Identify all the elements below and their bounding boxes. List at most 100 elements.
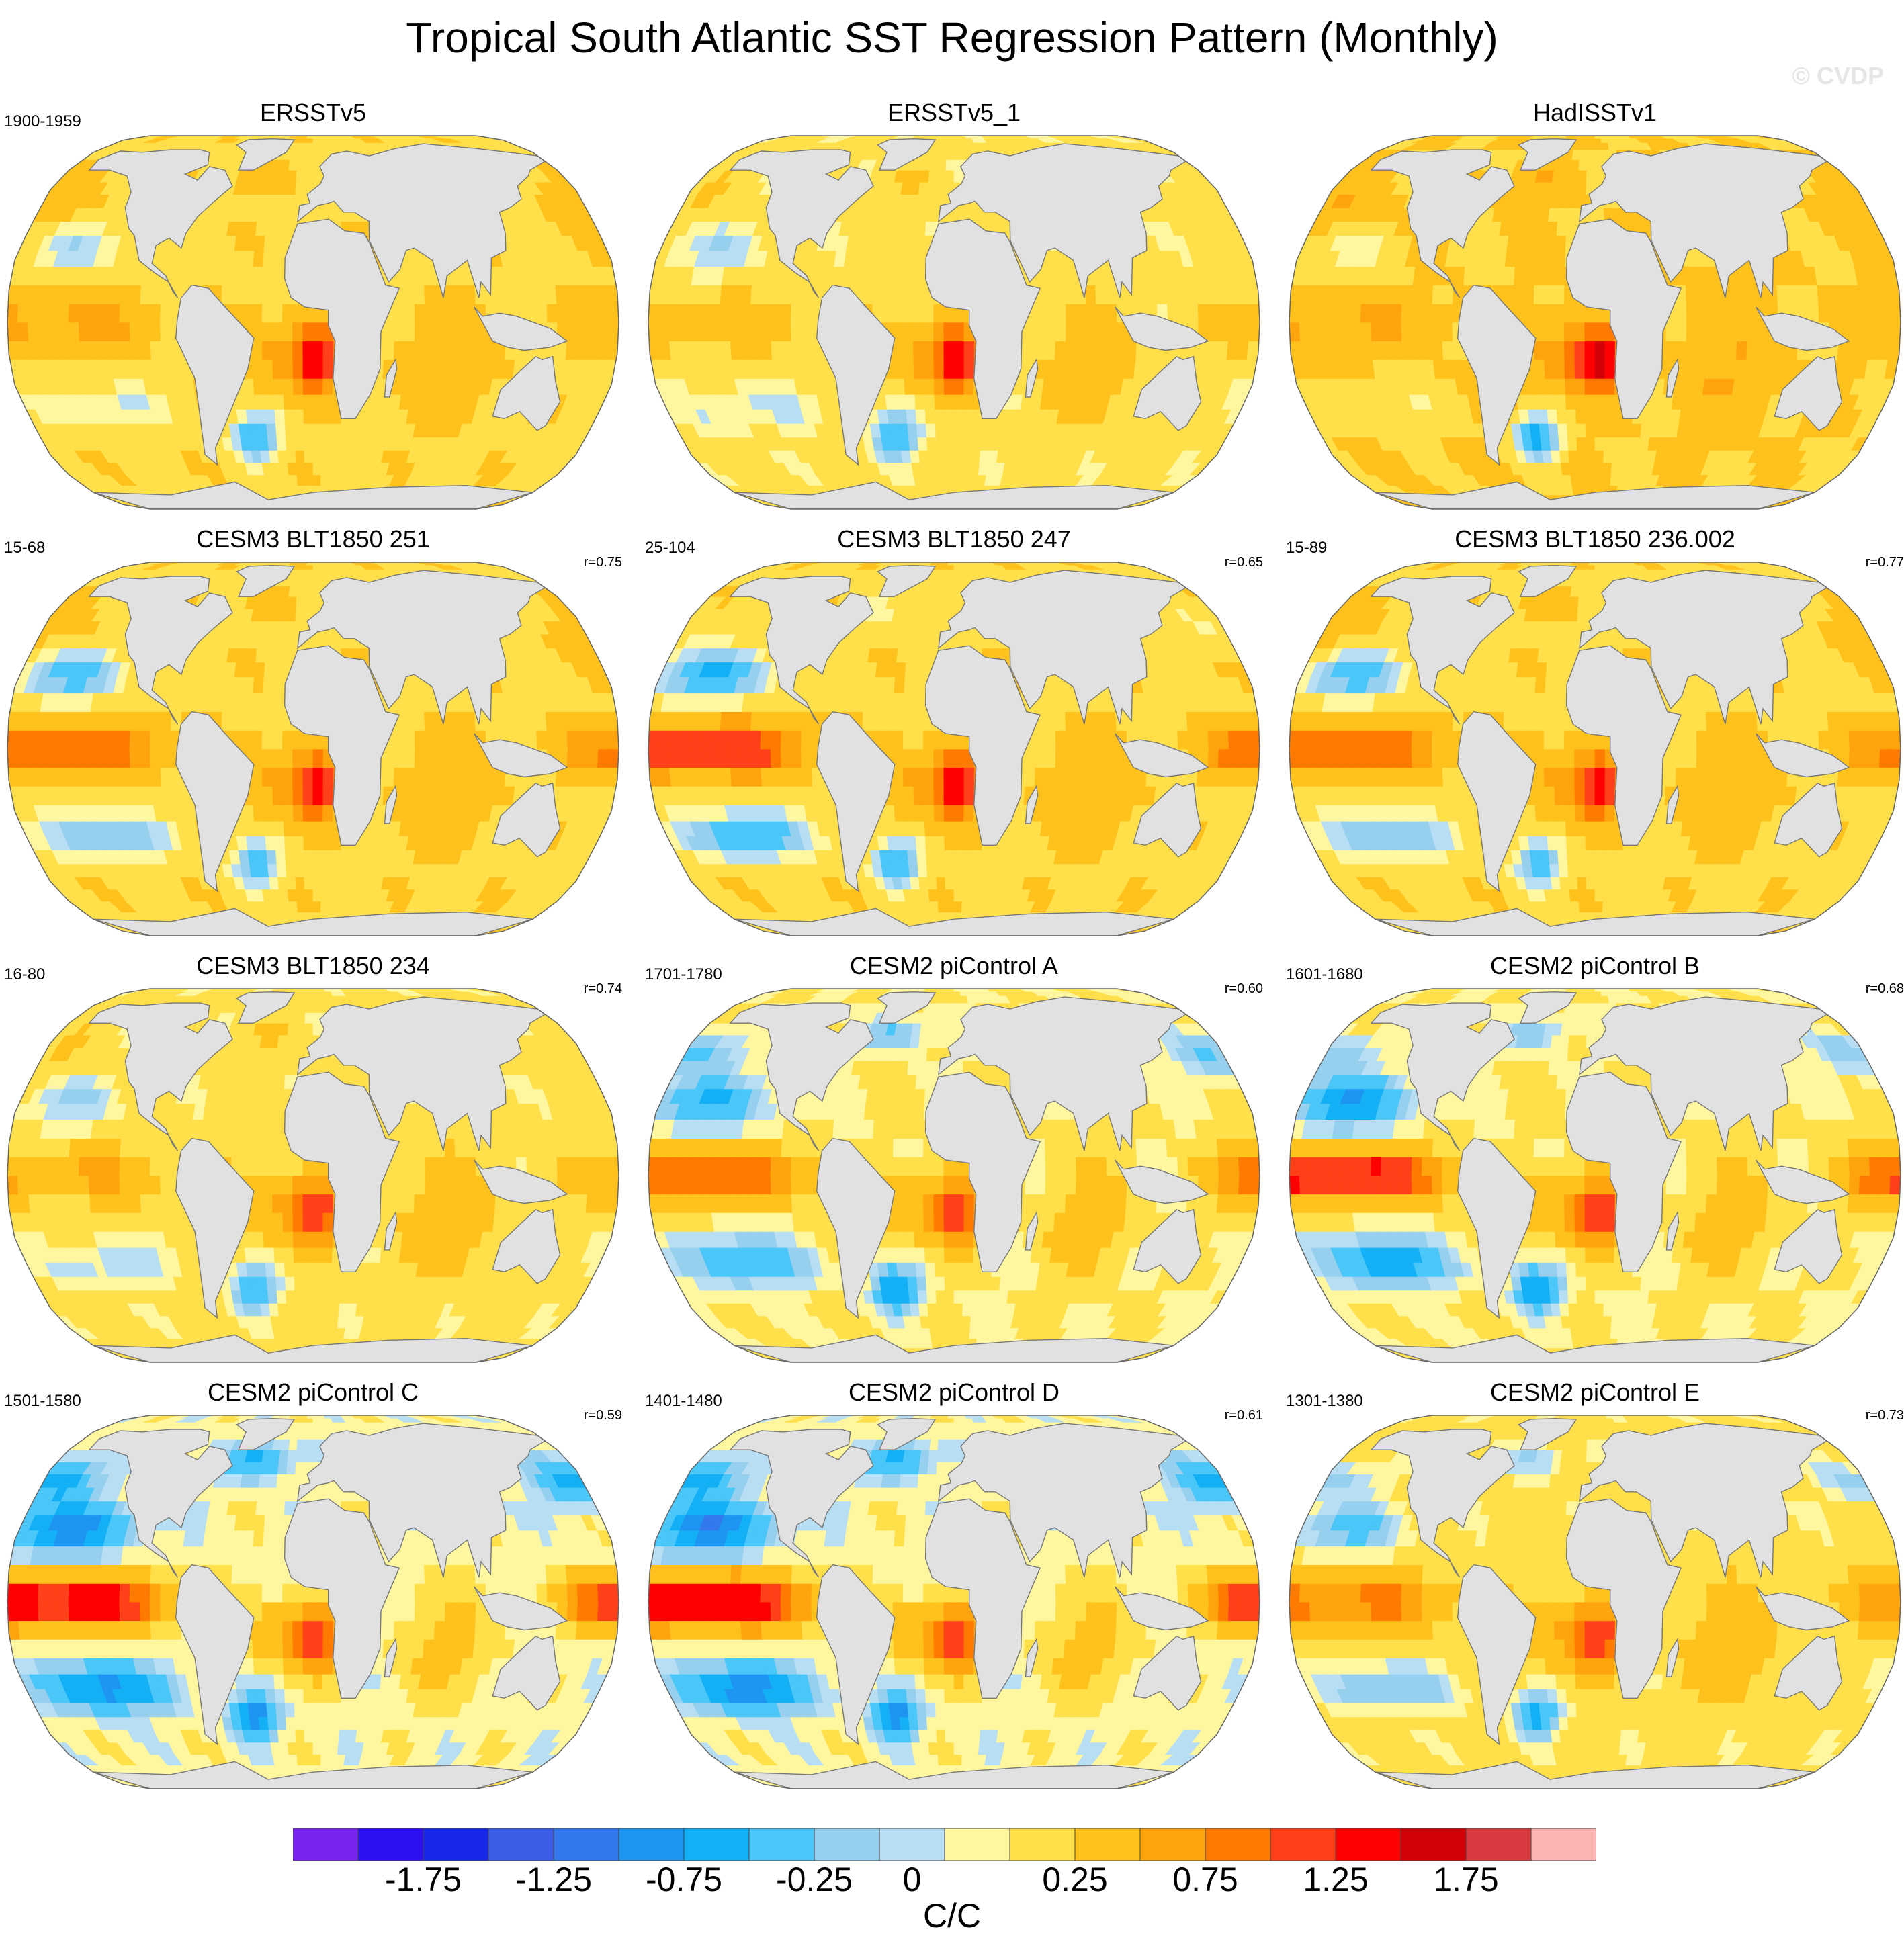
- grid-cell: [1035, 303, 1046, 323]
- indonesia-shape: [1114, 306, 1209, 351]
- grid-cell: [275, 207, 286, 222]
- grid-cell: [361, 136, 373, 139]
- grid-cell: [1837, 285, 1850, 304]
- grid-cell: [273, 235, 285, 251]
- grid-cell: [388, 136, 403, 139]
- grid-cell: [110, 285, 122, 304]
- grid-cell: [760, 303, 772, 323]
- grid-cell: [585, 341, 598, 360]
- grid-cell: [1227, 322, 1240, 342]
- grid-cell: [1289, 341, 1303, 360]
- grid-cell: [947, 136, 955, 139]
- map-outline: [7, 135, 619, 510]
- grid-cell: [961, 149, 970, 160]
- grid-cell: [605, 285, 619, 304]
- grid-cell: [1024, 136, 1038, 139]
- grid-cell: [689, 303, 701, 323]
- grid-cell: [1095, 285, 1107, 304]
- grid-cell: [846, 136, 862, 139]
- grid-cell: [303, 408, 314, 424]
- grid-cell: [1166, 285, 1178, 304]
- grid-cell: [1442, 303, 1453, 323]
- grid-cell: [295, 450, 305, 463]
- grid-cell: [1226, 285, 1239, 304]
- grid-cell: [1073, 136, 1092, 139]
- grid-cell: [1797, 285, 1809, 304]
- grid-cell: [1676, 303, 1687, 323]
- grid-cell: [918, 450, 929, 463]
- grid-cell: [331, 207, 342, 222]
- grid-cell: [1543, 303, 1555, 323]
- grid-cell: [88, 303, 100, 323]
- grid-cell: [1064, 285, 1076, 304]
- grid-cell: [1868, 322, 1881, 342]
- grid-cell: [505, 285, 517, 304]
- grid-cell: [605, 341, 619, 360]
- grid-cell: [282, 303, 294, 323]
- grid-cell: [304, 474, 314, 486]
- grid-cell: [909, 181, 920, 195]
- grid-cell: [287, 169, 298, 183]
- grid-cell: [525, 285, 537, 304]
- grid-cell: [1299, 322, 1311, 342]
- grid-cell: [283, 394, 294, 410]
- madagascar-shape: [1025, 358, 1039, 398]
- grid-cell: [1540, 437, 1551, 451]
- grid-cell: [926, 437, 937, 451]
- grid-cell: [1620, 450, 1631, 463]
- grid-cell: [699, 285, 712, 304]
- grid-cell: [1558, 437, 1569, 451]
- grid-cell: [243, 378, 255, 395]
- grid-cell: [1577, 462, 1588, 476]
- grid-cell: [719, 303, 731, 323]
- grid-cell: [367, 136, 379, 139]
- grid-cell: [294, 408, 304, 424]
- grid-cell: [1612, 423, 1624, 438]
- grid-cell: [305, 142, 314, 150]
- grid-cell: [953, 136, 961, 139]
- grid-cell: [1248, 303, 1260, 323]
- grid-cell: [1555, 235, 1567, 251]
- grid-cell: [1640, 423, 1651, 438]
- grid-cell: [282, 341, 294, 360]
- grid-cell: [432, 136, 451, 139]
- grid-cell: [262, 266, 274, 285]
- grid-cell: [229, 136, 243, 139]
- grid-cell: [1547, 408, 1558, 424]
- grid-cell: [150, 285, 162, 304]
- grid-cell: [1594, 462, 1604, 476]
- grid-cell: [295, 181, 305, 195]
- grid-cell: [730, 285, 742, 304]
- grid-cell: [953, 394, 965, 410]
- grid-cell: [38, 303, 50, 323]
- grid-cell: [17, 285, 31, 304]
- grid-cell: [1570, 474, 1580, 486]
- grid-cell: [302, 359, 314, 379]
- grid-cell: [924, 408, 936, 424]
- grid-cell: [304, 437, 314, 451]
- grid-cell: [1560, 462, 1571, 476]
- grid-cell: [894, 250, 906, 267]
- panel-title: ERSSTv5: [4, 98, 622, 128]
- grid-cell: [801, 322, 812, 342]
- grid-cell: [1432, 341, 1444, 360]
- grid-cell: [1391, 303, 1403, 323]
- grid-cell: [292, 322, 304, 342]
- grid-cell: [1889, 303, 1901, 323]
- grid-cell: [1431, 322, 1443, 342]
- grid-cell: [1096, 322, 1107, 342]
- grid-cell: [1115, 341, 1127, 360]
- grid-cell: [272, 341, 284, 360]
- grid-cell: [1186, 285, 1199, 304]
- grid-cell: [886, 408, 899, 424]
- grid-cell: [1695, 341, 1707, 360]
- grid-cell: [914, 394, 926, 410]
- grid-cell: [1289, 285, 1303, 304]
- grid-cell: [241, 285, 253, 304]
- grid-cell: [699, 322, 711, 342]
- grid-cell: [69, 285, 81, 304]
- grid-cell: [348, 437, 359, 451]
- grid-cell: [902, 303, 914, 323]
- grid-cell: [223, 136, 238, 139]
- grid-cell: [1526, 235, 1538, 251]
